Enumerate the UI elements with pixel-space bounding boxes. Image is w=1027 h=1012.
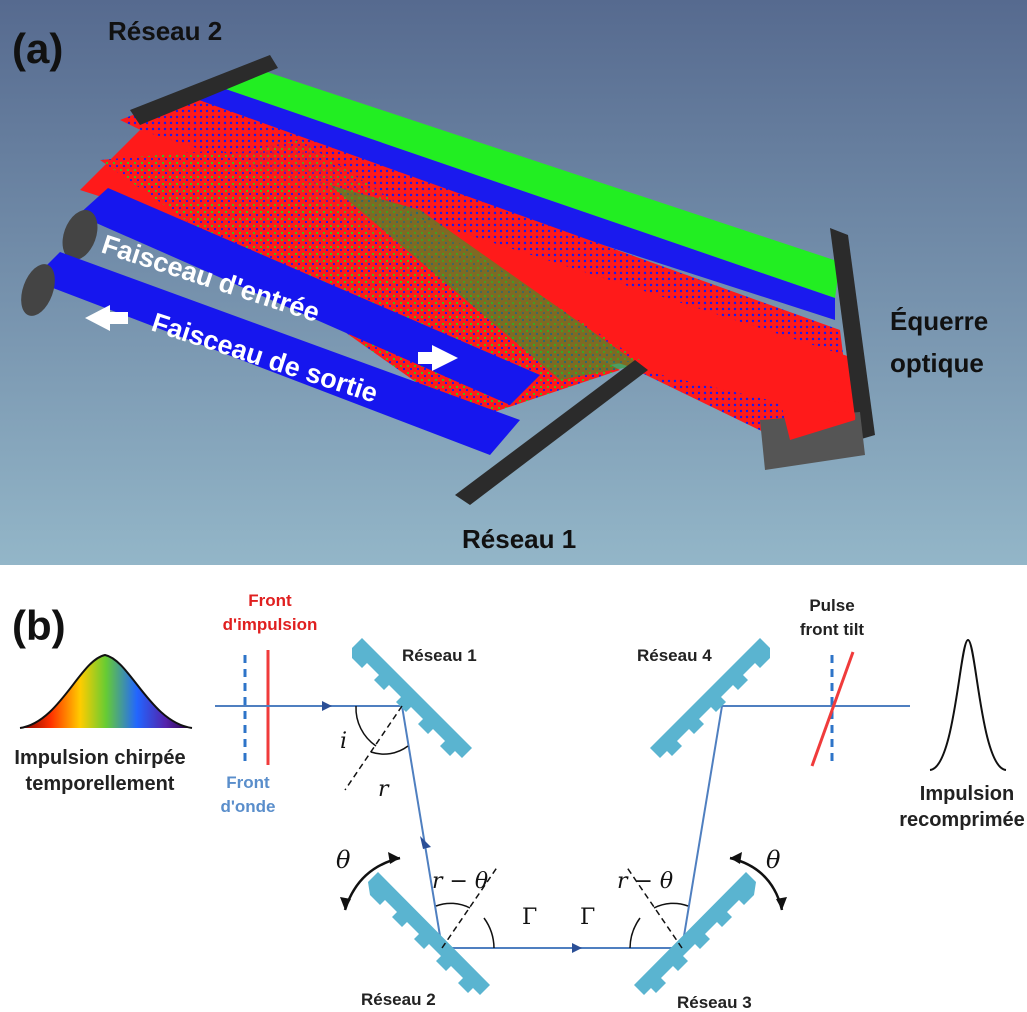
panel-a-rendering: (a) Réseau 2 Réseau 1 Équerre optique Fa… <box>0 0 1027 565</box>
grating-4-shape <box>650 638 770 758</box>
panel-b-label: (b) <box>12 602 66 649</box>
recompressed-label-line1: Impulsion <box>920 783 1014 805</box>
output-beam-cylinder <box>32 252 520 455</box>
panel-a-label: (a) <box>12 25 63 72</box>
angle-r-label: r <box>378 777 390 802</box>
chirped-pulse-label-line2: temporellement <box>26 773 175 795</box>
theta-right-arrowhead-bottom-icon <box>776 897 787 910</box>
input-beam-end <box>62 209 98 261</box>
roof-mirror-label-line2: optique <box>890 348 984 378</box>
tilt-label-line1: Pulse <box>809 596 854 615</box>
theta-right-arrowhead-top-icon <box>730 852 742 864</box>
input-beam-cylinder <box>78 188 540 405</box>
angle-r-theta-left-arc <box>435 902 471 909</box>
grating-4-b-label: Réseau 4 <box>637 646 712 665</box>
roof-mirror-label-line1: Équerre <box>890 306 988 336</box>
wave-front-label-line1: Front <box>226 773 270 792</box>
theta-left-arrowhead-top-icon <box>388 852 400 864</box>
green-diagonal-band <box>330 185 640 380</box>
wave-front-label-line2: d'onde <box>220 797 275 816</box>
green-ray-band <box>205 68 840 298</box>
angle-theta-left-label: θ <box>336 846 351 874</box>
blue-ray-band <box>170 82 835 320</box>
beam-mid-arrow-icon <box>572 943 582 953</box>
beam-in-arrow-icon <box>322 701 332 711</box>
grating-3-b-label: Réseau 3 <box>677 993 752 1012</box>
theta-left-arrowhead-bottom-icon <box>340 897 351 910</box>
angle-r-theta-right-arc <box>653 902 689 909</box>
angle-gamma-right-label: Γ <box>580 905 595 930</box>
grating-3-shape <box>634 872 756 995</box>
angle-i-label: i <box>340 729 347 754</box>
grating-2-plate <box>130 55 278 125</box>
pulse-front-label-line2: d'impulsion <box>223 615 318 634</box>
input-arrow-icon <box>418 345 458 371</box>
angle-theta-right-label: θ <box>766 846 781 874</box>
theta-right-rotation-arc <box>729 856 784 911</box>
grating-2-b-label: Réseau 2 <box>361 990 436 1009</box>
grating-1-plate <box>455 360 648 505</box>
grating-1-b-label: Réseau 1 <box>402 646 477 665</box>
grating-1-shape <box>352 638 472 758</box>
pulse-front-label-line1: Front <box>248 591 292 610</box>
angle-r-theta-left-label: r − θ <box>432 869 488 894</box>
chirped-pulse-label-line1: Impulsion chirpée <box>14 747 185 769</box>
grating-1-normal <box>344 705 403 791</box>
output-beam-end <box>21 264 55 316</box>
beam-down-arrow-icon <box>420 836 431 849</box>
chirped-pulse-outline <box>19 653 193 729</box>
recompressed-pulse-shape <box>929 638 1007 771</box>
tilt-label-line2: front tilt <box>800 620 865 639</box>
roof-mirror-front <box>830 228 875 440</box>
recompressed-label-line2: recomprimée <box>899 809 1025 831</box>
angle-gamma-left-label: Γ <box>522 905 537 930</box>
grating-2-shape <box>368 872 490 995</box>
grating-2-normal <box>441 865 499 949</box>
red-beam-turn <box>780 399 856 440</box>
beam-1-to-2 <box>401 705 443 949</box>
grating-3-normal <box>625 865 683 949</box>
angle-r-theta-right-label: r − θ <box>617 869 673 894</box>
theta-left-rotation-arc <box>343 856 401 911</box>
beam-3-to-4 <box>681 705 723 949</box>
output-arrow-icon <box>85 305 128 331</box>
roof-mirror-base <box>760 412 865 470</box>
grating-2-label: Réseau 2 <box>108 16 222 46</box>
angle-gamma-left-arc <box>483 917 495 949</box>
grating-1-label: Réseau 1 <box>462 524 576 554</box>
tilted-pulse-front-line <box>810 651 855 767</box>
angle-gamma-right-arc <box>629 917 641 949</box>
chirped-pulse-shape <box>20 655 192 728</box>
angle-r-arc <box>370 745 409 755</box>
angle-i-arc <box>355 705 377 747</box>
